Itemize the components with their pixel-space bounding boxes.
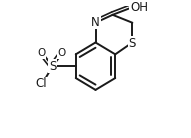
- Text: Cl: Cl: [36, 77, 47, 91]
- Text: O: O: [58, 48, 66, 58]
- Text: S: S: [129, 37, 136, 50]
- Text: S: S: [49, 60, 56, 73]
- Text: O: O: [37, 48, 46, 58]
- Text: N: N: [91, 16, 100, 29]
- Text: OH: OH: [130, 1, 148, 14]
